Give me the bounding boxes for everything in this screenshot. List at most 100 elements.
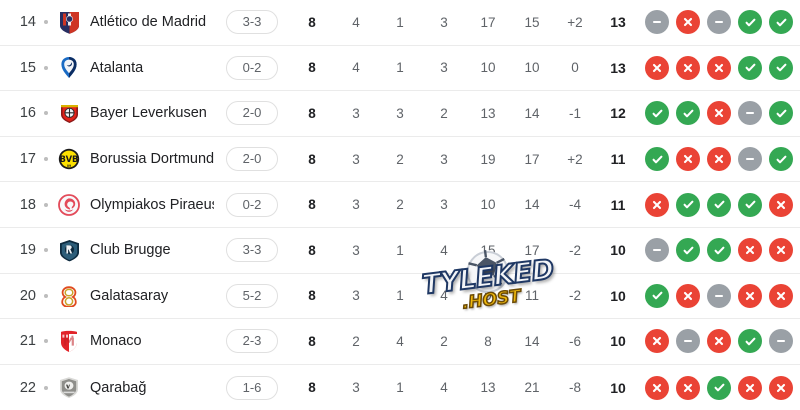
form-loss-badge[interactable] [738, 283, 762, 308]
form-loss-badge[interactable] [738, 375, 762, 400]
goals-for: 13 [480, 105, 496, 121]
table-row[interactable]: 21 Monaco 2-3 8 2 4 2 8 14 -6 10 [0, 319, 800, 365]
recent-form [640, 147, 800, 172]
form-win-badge[interactable] [707, 192, 731, 217]
match-score[interactable]: 0-2 [214, 192, 290, 217]
borussia-dortmund-crest: BVB 09 [54, 148, 84, 170]
form-loss-badge[interactable] [707, 147, 731, 172]
wins: 3 [352, 197, 360, 213]
form-draw-badge[interactable] [769, 329, 793, 354]
form-draw-badge[interactable] [707, 10, 731, 35]
table-row[interactable]: 19 Club Brugge 3-3 8 3 1 4 15 17 -2 10 [0, 227, 800, 274]
olympiakos-crest [54, 193, 84, 216]
form-loss-badge[interactable] [676, 375, 700, 400]
goals-for: 17 [480, 14, 496, 30]
team-rank: 15 [19, 59, 36, 76]
form-loss-badge[interactable] [707, 329, 731, 354]
match-score[interactable]: 3-3 [214, 238, 290, 263]
form-win-badge[interactable] [738, 10, 762, 35]
form-loss-badge[interactable] [645, 192, 669, 217]
form-draw-badge[interactable] [707, 283, 731, 308]
form-win-badge[interactable] [676, 101, 700, 126]
form-loss-badge[interactable] [707, 55, 731, 80]
atalanta-crest [54, 56, 84, 79]
form-win-badge[interactable] [707, 238, 731, 263]
table-row[interactable]: 14 Atlético de Madrid 3-3 8 4 1 3 17 15 +2 13 [0, 0, 800, 46]
goals-for: 10 [480, 197, 496, 213]
form-win-badge[interactable] [645, 283, 669, 308]
team-name[interactable]: Borussia Dortmund [90, 151, 214, 168]
match-score[interactable]: 3-3 [214, 10, 290, 35]
match-score-label: 0-2 [226, 55, 278, 80]
form-loss-badge[interactable] [707, 101, 731, 126]
form-win-badge[interactable] [769, 55, 793, 80]
goals-for: 19 [480, 151, 496, 167]
svg-text:BVB: BVB [60, 154, 79, 164]
form-loss-badge[interactable] [769, 192, 793, 217]
table-row[interactable]: 22 Qarabağ 1-6 8 3 1 4 13 21 -8 10 [0, 364, 800, 410]
losses: 2 [440, 333, 448, 349]
recent-form [640, 375, 800, 400]
form-loss-badge[interactable] [676, 147, 700, 172]
team-rank: 18 [19, 196, 36, 213]
goal-difference: -4 [568, 197, 581, 213]
match-score[interactable]: 2-3 [214, 329, 290, 354]
form-win-badge[interactable] [645, 147, 669, 172]
form-draw-badge[interactable] [738, 101, 762, 126]
form-loss-badge[interactable] [676, 55, 700, 80]
table-row[interactable]: 17 BVB 09 Borussia Dortmund 2-0 8 3 2 3 19 17 +2… [0, 136, 800, 183]
goal-difference: -6 [568, 333, 581, 349]
form-loss-badge[interactable] [769, 283, 793, 308]
form-draw-badge[interactable] [645, 238, 669, 263]
goal-difference: -2 [568, 242, 581, 258]
form-win-badge[interactable] [738, 329, 762, 354]
draws: 2 [396, 197, 404, 213]
form-win-badge[interactable] [645, 101, 669, 126]
form-draw-badge[interactable] [645, 10, 669, 35]
team-name[interactable]: Olympiakos Piraeus [90, 196, 214, 213]
form-loss-badge[interactable] [769, 238, 793, 263]
table-row[interactable]: 18 Olympiakos Piraeus 0-2 8 3 2 3 10 14 -4 11 [0, 182, 800, 228]
team-name[interactable]: Galatasaray [90, 287, 169, 304]
form-loss-badge[interactable] [769, 375, 793, 400]
form-loss-badge[interactable] [738, 238, 762, 263]
form-win-badge[interactable] [676, 192, 700, 217]
form-win-badge[interactable] [707, 375, 731, 400]
match-score[interactable]: 2-0 [214, 101, 290, 126]
team-name[interactable]: Club Brugge [90, 242, 171, 259]
form-loss-badge[interactable] [645, 329, 669, 354]
team-name[interactable]: Atlético de Madrid [90, 14, 207, 31]
form-win-badge[interactable] [769, 101, 793, 126]
losses: 3 [440, 14, 448, 30]
points: 10 [610, 287, 626, 304]
form-win-badge[interactable] [769, 10, 793, 35]
team-name[interactable]: Atalanta [90, 59, 144, 76]
match-score-label: 3-3 [226, 10, 278, 35]
table-row[interactable]: 20 Galatasaray 5-2 8 3 1 4 9 11 -2 10 [0, 273, 800, 320]
team-name[interactable]: Bayer Leverkusen [90, 105, 207, 122]
form-win-badge[interactable] [738, 55, 762, 80]
wins: 3 [352, 151, 360, 167]
form-win-badge[interactable] [676, 238, 700, 263]
form-loss-badge[interactable] [645, 375, 669, 400]
team-name[interactable]: Qarabağ [90, 379, 147, 396]
table-row[interactable]: 15 Atalanta 0-2 8 4 1 3 10 10 0 13 [0, 45, 800, 92]
match-score[interactable]: 1-6 [214, 375, 290, 400]
draws: 1 [396, 380, 404, 396]
draws: 3 [396, 105, 404, 121]
form-win-badge[interactable] [769, 147, 793, 172]
goal-difference: -2 [568, 288, 581, 304]
form-draw-badge[interactable] [676, 329, 700, 354]
form-loss-badge[interactable] [645, 55, 669, 80]
rank-marker-icon [38, 20, 54, 25]
matches-played: 8 [308, 14, 316, 30]
form-win-badge[interactable] [738, 192, 762, 217]
team-name[interactable]: Monaco [90, 333, 142, 350]
match-score[interactable]: 5-2 [214, 283, 290, 308]
table-row[interactable]: 16 Bayer Leverkusen 2-0 8 3 3 2 13 14 -1 12 [0, 91, 800, 137]
match-score[interactable]: 0-2 [214, 55, 290, 80]
form-draw-badge[interactable] [738, 147, 762, 172]
form-loss-badge[interactable] [676, 10, 700, 35]
match-score[interactable]: 2-0 [214, 147, 290, 172]
form-loss-badge[interactable] [676, 283, 700, 308]
